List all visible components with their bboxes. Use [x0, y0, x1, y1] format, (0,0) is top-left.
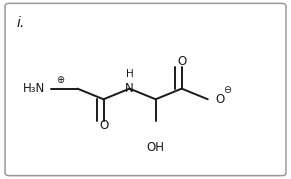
Text: N: N — [125, 82, 134, 95]
Text: ⊕: ⊕ — [56, 75, 65, 85]
Text: O: O — [177, 55, 186, 68]
Text: OH: OH — [147, 141, 165, 154]
Text: i.: i. — [17, 16, 25, 30]
Text: O: O — [215, 93, 224, 106]
Text: H₃N: H₃N — [23, 82, 46, 95]
Text: H: H — [126, 69, 134, 79]
Text: O: O — [99, 119, 108, 132]
Text: ⊖: ⊖ — [223, 85, 231, 95]
